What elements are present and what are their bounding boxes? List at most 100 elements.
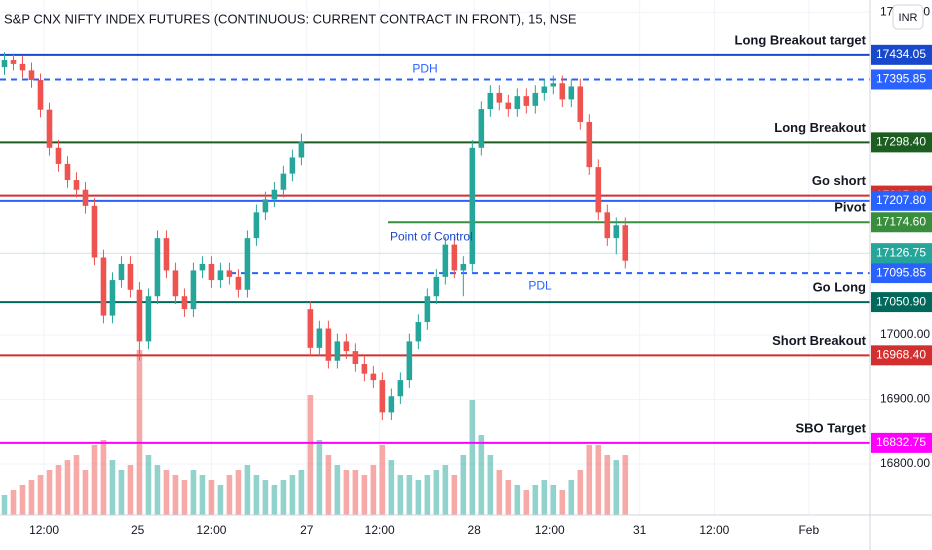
price-label: 17095.85	[876, 265, 926, 279]
volume-bar	[73, 455, 80, 515]
volume-bar	[217, 485, 224, 515]
volume-bar	[1, 495, 8, 515]
y-tick-label: 16800.00	[880, 456, 930, 470]
candle-body	[370, 373, 377, 381]
candle-body	[397, 380, 404, 397]
price-label: 17434.05	[876, 47, 926, 61]
price-label-box	[871, 190, 932, 211]
x-tick-label: Feb	[798, 523, 819, 537]
x-tick-label: 31	[633, 523, 647, 537]
volume-bar	[226, 475, 233, 515]
volume-bar	[397, 475, 404, 515]
levels	[0, 53, 870, 444]
candle-body	[181, 296, 188, 310]
volume-bar	[586, 445, 593, 515]
price-label-box	[871, 44, 932, 65]
x-tick-label: 12:00	[365, 523, 395, 537]
candle-body	[622, 225, 629, 261]
volume-bar	[271, 485, 278, 515]
candle-body	[163, 238, 170, 271]
annotation: Point of Control	[390, 229, 473, 243]
volume-bar	[91, 445, 98, 515]
price-label: 17395.85	[876, 72, 926, 86]
candle-body	[487, 92, 494, 110]
price-label: 17174.60	[876, 214, 926, 228]
volume-bar	[64, 460, 71, 515]
volume-bar	[442, 465, 449, 515]
candle-body	[109, 280, 116, 316]
volume-bar	[343, 470, 350, 515]
price-label: 17126.75	[876, 245, 926, 259]
price-label-box	[871, 432, 932, 453]
volume-bar	[352, 470, 359, 515]
candle-body	[82, 189, 89, 206]
candle-body	[325, 328, 332, 361]
volume-bar	[559, 490, 566, 515]
chart-title: S&P CNX NIFTY INDEX FUTURES (CONTINUOUS:…	[4, 11, 577, 26]
level-name: PDL	[528, 278, 552, 292]
candle-body	[514, 96, 521, 110]
candle-body	[604, 212, 611, 239]
candle-body	[262, 199, 269, 213]
volume-bar	[406, 475, 413, 515]
volume-pane	[1, 350, 629, 515]
volume-bar	[181, 480, 188, 515]
candle-body	[55, 147, 62, 164]
volume-bar	[118, 470, 125, 515]
candle-body	[586, 121, 593, 168]
level-name: Go Long	[813, 280, 866, 295]
volume-bar	[55, 465, 62, 515]
candle-body	[478, 109, 485, 148]
volume-bar	[505, 480, 512, 515]
candle-body	[289, 157, 296, 174]
candle-body	[460, 263, 467, 271]
candle-body	[388, 396, 395, 413]
volume-bar	[262, 480, 269, 515]
price-label-box	[871, 345, 932, 366]
candle-body	[334, 341, 341, 361]
candle-body	[46, 109, 53, 148]
x-tick-label: 25	[131, 523, 145, 537]
volume-bar	[280, 480, 287, 515]
candle-body	[379, 380, 386, 413]
volume-bar	[496, 470, 503, 515]
currency-badge[interactable]	[892, 4, 924, 30]
volume-bar	[145, 455, 152, 515]
candle-body	[37, 80, 44, 110]
candle-body	[505, 102, 512, 110]
level-name: Pivot	[834, 200, 866, 215]
candle-body	[541, 86, 548, 93]
volume-bar	[82, 470, 89, 515]
candle-body	[469, 147, 476, 264]
level-name: Long Breakout	[774, 120, 866, 135]
volume-bar	[568, 480, 575, 515]
candle-body	[523, 96, 530, 106]
volume-bar	[199, 475, 206, 515]
candle-body	[235, 276, 242, 290]
candle-body	[568, 86, 575, 100]
volume-bar	[550, 485, 557, 515]
price-label: 16968.40	[876, 348, 926, 362]
candle-body	[316, 328, 323, 348]
candle-body	[91, 205, 98, 258]
volume-bar	[244, 465, 251, 515]
level-name: Short Breakout	[772, 333, 867, 348]
price-label: 17050.90	[876, 294, 926, 308]
volume-bar	[415, 480, 422, 515]
candle-body	[190, 270, 197, 310]
candle-body	[361, 363, 368, 374]
y-tick-label: 16900.00	[880, 392, 930, 406]
volume-bar	[154, 465, 161, 515]
candle-body	[451, 244, 458, 271]
volume-bar	[433, 470, 440, 515]
candle-body	[208, 263, 215, 281]
x-tick-label: 12:00	[535, 523, 565, 537]
candle-body	[352, 351, 359, 364]
candles	[1, 52, 629, 421]
candle-body	[73, 180, 80, 190]
candle-body	[217, 270, 224, 281]
candle-body	[28, 70, 35, 81]
price-label-box	[871, 243, 932, 264]
price-label-box	[871, 212, 932, 233]
volume-bar	[424, 475, 431, 515]
